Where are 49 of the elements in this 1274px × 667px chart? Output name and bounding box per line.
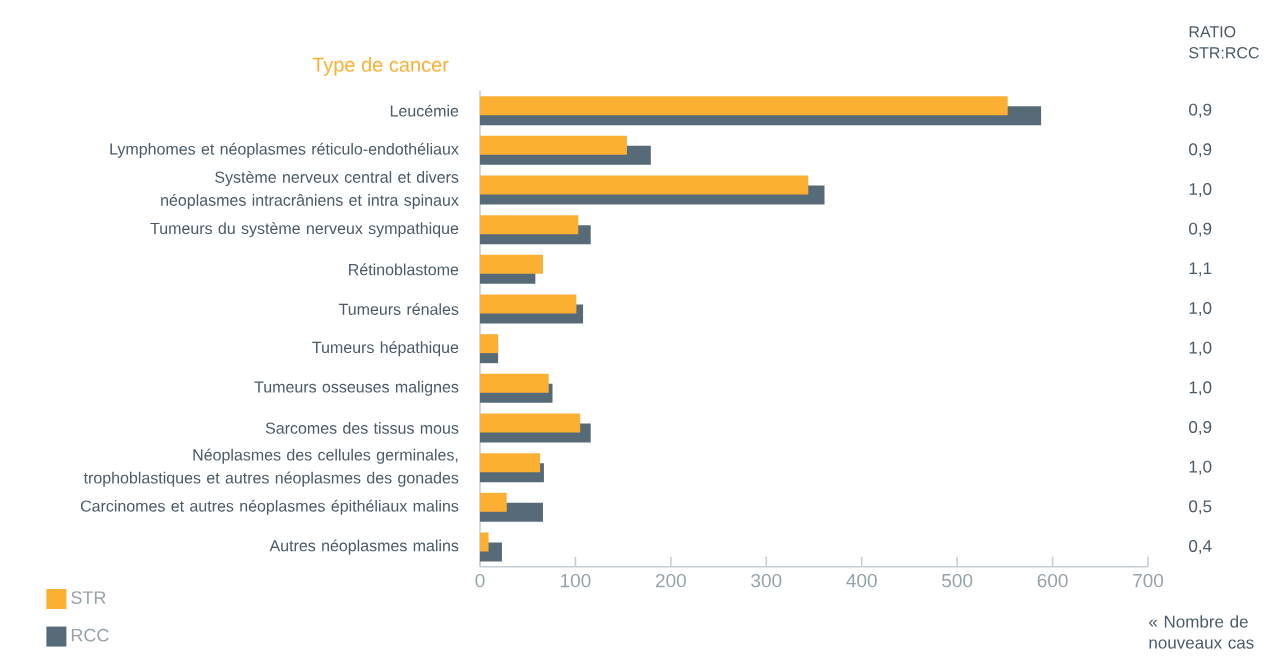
text: 0,9 — [1189, 222, 1212, 237]
x-tick-label: 700 — [1133, 573, 1164, 588]
bar — [480, 96, 1008, 116]
y-tick-label: Tumeurs rénales — [338, 303, 459, 315]
x-tick-label: 0 — [475, 573, 485, 588]
y-tick-label: Système nerveux central et divers néoplasmes intracrâniens et intra spinaux — [161, 170, 459, 210]
bar — [480, 135, 627, 155]
y-tick-label: Leucémie — [390, 104, 459, 117]
x-tick-label: 500 — [942, 573, 973, 588]
y-tick-label: Tumeurs du système nerveux sympathique — [150, 222, 459, 238]
bar — [480, 453, 541, 473]
bar — [480, 254, 543, 274]
y-tick-label: Sarcomes des tissus mous — [265, 422, 459, 434]
y-tick-label: Néoplasmes des cellules germinales, trophoblastiques et autres néoplasmes des gonades — [83, 448, 459, 487]
bar — [480, 373, 549, 393]
x-tick-label: 200 — [655, 573, 686, 588]
bar — [480, 492, 507, 512]
x-axis-title: « Nombre de nouveaux cas — [1149, 615, 1254, 649]
text: 1,0 — [1189, 381, 1212, 396]
text: 0,4 — [1189, 539, 1212, 554]
y-tick-label: Tumeurs osseuses malignes — [254, 380, 459, 396]
bar — [480, 215, 579, 235]
bar — [480, 175, 809, 195]
text: 1,0 — [1189, 182, 1212, 197]
legend-label: RCC — [71, 628, 109, 642]
bar — [480, 294, 577, 314]
y-tick-label: Tumeurs hépathique — [312, 341, 459, 357]
bar — [480, 413, 581, 433]
text: 0,9 — [1189, 420, 1212, 435]
x-tick-label: 100 — [561, 573, 591, 588]
x-tick-label: 600 — [1037, 573, 1068, 588]
text: 0,9 — [1189, 143, 1212, 158]
y-tick-label: Carcinomes et autres néoplasmes épithéliaux malins — [80, 499, 459, 515]
y-tick-label: Lymphomes et néoplasmes réticulo-endothéliaux — [110, 142, 459, 158]
text: 1,0 — [1189, 301, 1212, 316]
text: 1,0 — [1189, 460, 1212, 475]
text: 0,9 — [1189, 103, 1212, 118]
text: 1,0 — [1189, 341, 1212, 356]
y-tick-label: Autres néoplasmes malins — [269, 539, 459, 555]
bar — [480, 334, 499, 354]
x-tick-label: 300 — [751, 573, 782, 588]
y-tick-label: Rétinoblastome — [349, 263, 459, 276]
text: 0,5 — [1189, 500, 1212, 515]
bar — [480, 532, 489, 552]
text: 1,1 — [1189, 262, 1212, 277]
legend-label: STR — [71, 591, 106, 604]
text: RATIO STR:RCC — [1189, 26, 1259, 59]
x-tick-label: 400 — [846, 573, 877, 588]
y-axis-title: Type de cancer — [312, 57, 449, 76]
